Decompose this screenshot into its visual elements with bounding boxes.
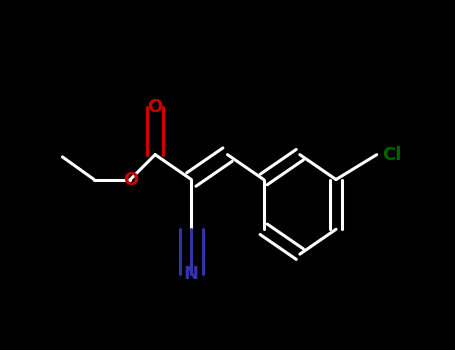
Text: O: O [123,170,138,189]
Text: N: N [184,266,199,284]
Text: Cl: Cl [382,146,401,164]
Text: O: O [147,98,163,116]
